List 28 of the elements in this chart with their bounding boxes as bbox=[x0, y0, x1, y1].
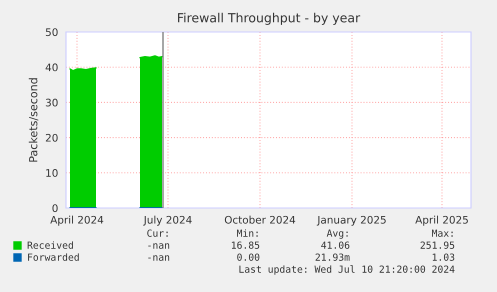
text: 21.93m bbox=[316, 253, 350, 261]
text: Max: bbox=[432, 230, 453, 237]
y-tick-label: 50 bbox=[46, 28, 58, 36]
y-tick-label: 10 bbox=[46, 169, 58, 177]
text: 1.03 bbox=[432, 253, 454, 261]
text: Last update: Wed Jul 10 21:20:00 2024 bbox=[239, 265, 455, 275]
x-tick-label: July 2024 bbox=[143, 216, 192, 226]
text: 16.85 bbox=[232, 241, 260, 249]
text: Min: bbox=[236, 229, 258, 237]
x-tick-label: January 2025 bbox=[316, 216, 386, 226]
text: -nan bbox=[148, 243, 170, 249]
y-tick-label: 20 bbox=[46, 134, 58, 142]
text: Avg: bbox=[326, 230, 348, 239]
y-tick-label: 40 bbox=[46, 63, 58, 72]
text: 41.06 bbox=[321, 241, 350, 249]
text: Cur: bbox=[147, 229, 168, 237]
text: -nan bbox=[148, 255, 170, 261]
legend-label: Received bbox=[28, 241, 73, 249]
x-tick-label: October 2024 bbox=[224, 216, 296, 224]
x-tick-label: April 2025 bbox=[415, 216, 468, 226]
legend-label: Forwarded bbox=[28, 253, 79, 261]
y-axis-title: Packets/second bbox=[28, 78, 38, 162]
x-tick-label: April 2024 bbox=[50, 216, 104, 226]
y-tick-label: 30 bbox=[46, 98, 58, 107]
text: 251.95 bbox=[420, 241, 454, 249]
chart-title: Firewall Throughput - by year bbox=[178, 12, 360, 25]
text: 0.00 bbox=[237, 253, 260, 261]
y-tick-label: 0 bbox=[52, 204, 58, 212]
